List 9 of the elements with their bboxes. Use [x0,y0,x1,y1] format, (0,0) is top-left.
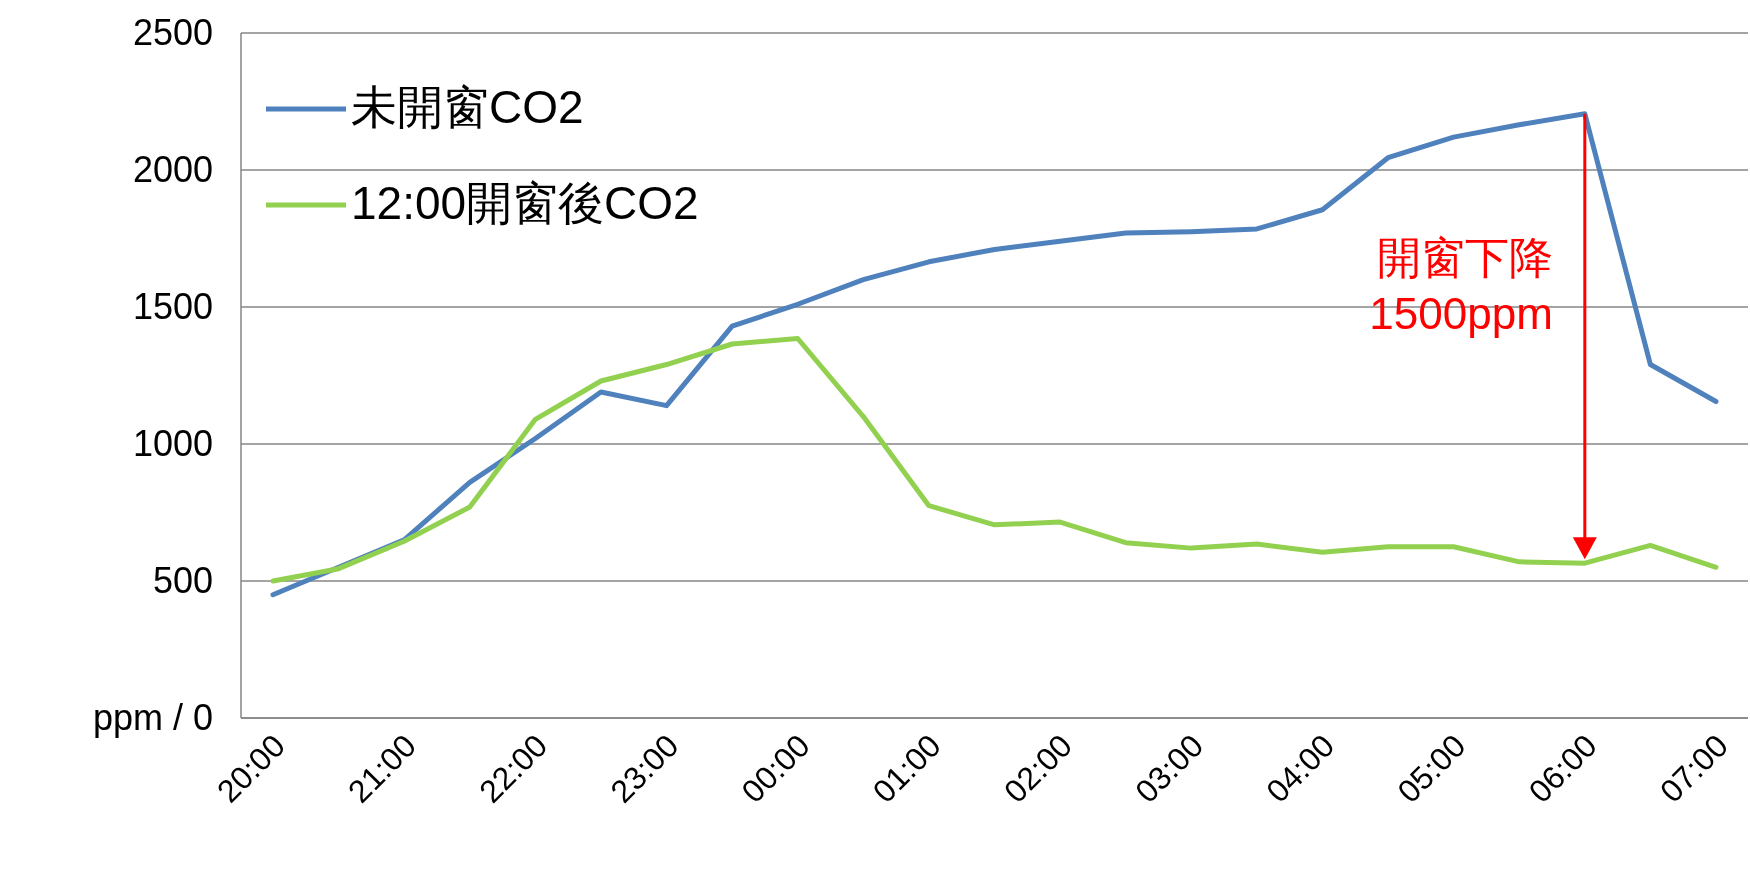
y-tick-label: 500 [152,560,213,601]
y-tick-label: ppm / 0 [92,697,213,738]
y-tick-label: 2000 [132,149,213,190]
legend-label: 未開窗CO2 [351,81,584,133]
y-tick-label: 1000 [132,423,213,464]
y-tick-label: 1500 [132,286,213,327]
legend-label: 12:00開窗後CO2 [351,177,699,229]
annotation: 開窗下降 1500ppm [1369,232,1553,338]
y-tick-label: 2500 [132,12,213,53]
